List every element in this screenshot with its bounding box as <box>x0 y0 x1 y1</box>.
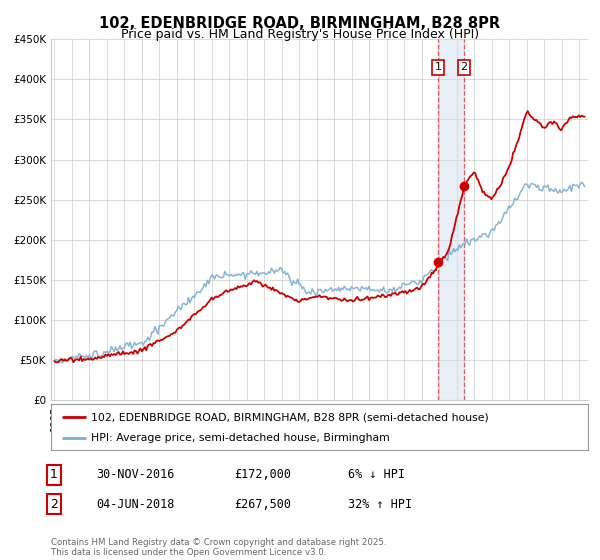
Text: Contains HM Land Registry data © Crown copyright and database right 2025.
This d: Contains HM Land Registry data © Crown c… <box>51 538 386 557</box>
Text: 1: 1 <box>434 62 442 72</box>
Bar <box>438 39 464 400</box>
Text: Price paid vs. HM Land Registry's House Price Index (HPI): Price paid vs. HM Land Registry's House … <box>121 28 479 41</box>
Text: 04-JUN-2018: 04-JUN-2018 <box>96 497 175 511</box>
Text: £172,000: £172,000 <box>234 468 291 482</box>
Text: £267,500: £267,500 <box>234 497 291 511</box>
Text: 1: 1 <box>50 468 58 482</box>
Text: 2: 2 <box>461 62 468 72</box>
Text: 32% ↑ HPI: 32% ↑ HPI <box>348 497 412 511</box>
Text: 6% ↓ HPI: 6% ↓ HPI <box>348 468 405 482</box>
Text: HPI: Average price, semi-detached house, Birmingham: HPI: Average price, semi-detached house,… <box>91 433 390 443</box>
Text: 102, EDENBRIDGE ROAD, BIRMINGHAM, B28 8PR (semi-detached house): 102, EDENBRIDGE ROAD, BIRMINGHAM, B28 8P… <box>91 412 489 422</box>
Text: 102, EDENBRIDGE ROAD, BIRMINGHAM, B28 8PR: 102, EDENBRIDGE ROAD, BIRMINGHAM, B28 8P… <box>100 16 500 31</box>
Text: 2: 2 <box>50 497 58 511</box>
Text: 30-NOV-2016: 30-NOV-2016 <box>96 468 175 482</box>
